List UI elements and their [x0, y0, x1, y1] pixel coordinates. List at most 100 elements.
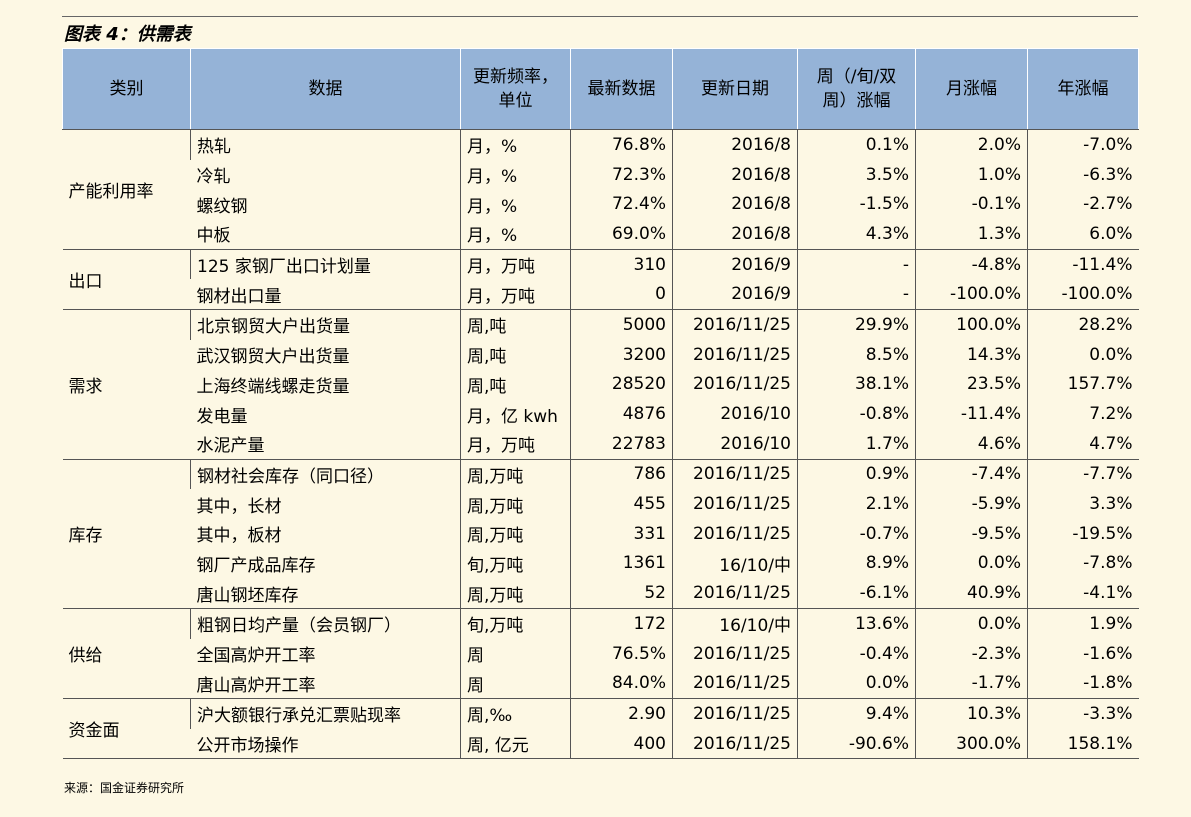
unit-cell: 周,‰	[460, 698, 571, 729]
header-cell: 更新频率， 单位	[460, 48, 571, 130]
table-row: 产能利用率 热轧 月，% 76.8% 2016/8 0.1% 2.0% -7.0%	[62, 128, 1139, 250]
value-cell: 0	[570, 279, 673, 311]
value-cell: 3.5%	[797, 159, 916, 190]
value-cell: 10.3%	[915, 698, 1028, 729]
item-cell: 唐山高炉开工率	[190, 668, 461, 700]
value-cell: 172	[570, 607, 673, 639]
value-cell: 2016/10	[672, 428, 798, 460]
value-cell: 4.6%	[915, 428, 1028, 460]
item-cell: 螺纹钢	[196, 196, 248, 217]
header-cell: 周（/旬/双 周）涨幅	[797, 48, 916, 130]
item-cell: 武汉钢贸大户出货量	[196, 347, 350, 368]
table-row: 库存 钢材社会库存（同口径） 周,万吨 786 2016/11/25 0.9% -7.4% -…	[62, 458, 1139, 610]
table-row: 水泥产量 月，万吨 22783 2016/10 1.7% 4.6% 4.7%	[63, 428, 1139, 460]
item-cell: 北京钢贸大户出货量	[190, 309, 461, 340]
item-cell: 其中，长材	[196, 496, 282, 517]
value-cell: 1361	[570, 548, 673, 579]
value-cell: 2016/10	[672, 399, 798, 429]
value-cell: 1.3%	[915, 219, 1028, 250]
value-cell: -11.4%	[1027, 248, 1139, 280]
header-row: 类别 数据 更新频率， 单位 最新数据 更新日期 周（/旬/双 周）涨幅 月涨幅 年涨幅	[62, 48, 1139, 130]
unit-cell: 周,吨	[460, 369, 571, 400]
value-cell: 2.1%	[797, 489, 916, 519]
value-cell: 16/10/中	[672, 548, 798, 579]
value-cell: -11.4%	[915, 399, 1028, 429]
group-label: 出口	[62, 248, 191, 311]
rule	[62, 16, 1138, 17]
value-cell: -2.3%	[915, 638, 1028, 669]
value-cell: 157.7%	[1027, 369, 1139, 400]
value-cell: -0.8%	[797, 399, 916, 429]
value-cell: 13.6%	[797, 607, 916, 639]
group-label: 需求	[62, 309, 191, 460]
value-cell: 22783	[570, 428, 673, 460]
value-cell: 1.9%	[1027, 607, 1139, 639]
unit-cell: 周, 亿元	[460, 728, 571, 760]
header-cell: 最新数据	[570, 48, 673, 130]
value-cell: 16/10/中	[672, 607, 798, 639]
value-cell: -4.8%	[915, 248, 1028, 280]
table-row: 武汉钢贸大户出货量 周,吨 3200 2016/11/25 8.5% 14.3% 0.0%	[63, 339, 1139, 370]
value-cell: -7.4%	[915, 458, 1028, 490]
value-cell: 300.0%	[915, 728, 1028, 760]
value-cell: -1.7%	[915, 668, 1028, 700]
table-row: 供给 粗钢日均产量（会员钢厂） 旬,万吨 172 16/10/中 13.6% 0.0% 1.9…	[62, 607, 1139, 700]
value-cell: -	[797, 279, 916, 311]
value-cell: -5.9%	[915, 489, 1028, 519]
value-cell: 69.0%	[570, 219, 673, 250]
value-cell: 2016/11/25	[672, 458, 798, 490]
value-cell: -7.0%	[1027, 128, 1139, 160]
value-cell: 2016/11/25	[672, 698, 798, 729]
unit-cell: 旬,万吨	[460, 607, 571, 639]
value-cell: -100.0%	[915, 279, 1028, 311]
unit-cell: 周	[460, 668, 571, 700]
table-row: 唐山高炉开工率周 84.0% 2016/11/25 0.0% -1.7% -1.8%	[63, 668, 1139, 700]
title: 图表 4：供需表	[64, 24, 191, 45]
table-row: 出口 125 家钢厂出口计划量 月，万吨 310 2016/9- -4.8% -11.4%	[62, 248, 1139, 311]
item-cell: 上海终端线螺走货量	[196, 376, 350, 397]
group-label: 供给	[62, 607, 191, 700]
unit-cell: 月，%	[460, 128, 571, 160]
value-cell: -6.3%	[1027, 159, 1139, 190]
value-cell: -0.1%	[915, 189, 1028, 220]
value-cell: 2016/8	[672, 159, 798, 190]
value-cell: 2016/11/25	[672, 578, 798, 610]
item-cell: 钢材出口量	[190, 279, 461, 311]
value-cell: 2016/9	[672, 248, 798, 280]
value-cell: 2016/11/25	[672, 309, 798, 340]
header-cell: 更新日期	[672, 48, 798, 130]
table-row: 中板 月，% 69.0% 2016/8 4.3% 1.3% 6.0%	[63, 219, 1139, 250]
value-cell: 3.3%	[1027, 489, 1139, 519]
item-cell: 其中，板材	[196, 526, 282, 547]
value-cell: -90.6%	[797, 728, 916, 760]
item-cell: 粗钢日均产量（会员钢厂）	[190, 607, 461, 639]
value-cell: 6.0%	[1027, 219, 1139, 250]
value-cell: 400	[570, 728, 673, 760]
value-cell: 2016/11/25	[672, 668, 798, 700]
value-cell: 0.9%	[797, 458, 916, 490]
value-cell: 72.3%	[570, 159, 673, 190]
table-row: 唐山钢坯库存 周,万吨 52 2016/11/25 -6.1% 40.9% -4.1%	[63, 578, 1139, 610]
unit-cell: 月，%	[460, 219, 571, 250]
value-cell: 4.7%	[1027, 428, 1139, 460]
header-cell: 年涨幅	[1027, 48, 1139, 130]
value-cell: 0.0%	[915, 607, 1028, 639]
value-cell: -19.5%	[1027, 518, 1139, 549]
table-row: 冷轧 月，% 72.3% 2016/8 3.5% 1.0% -6.3%	[63, 159, 1139, 190]
value-cell: -6.1%	[797, 578, 916, 610]
value-cell: 2016/11/25	[672, 728, 798, 760]
value-cell: 40.9%	[915, 578, 1028, 610]
value-cell: 0.1%	[797, 128, 916, 160]
value-cell: -9.5%	[915, 518, 1028, 549]
value-cell: 455	[570, 489, 673, 519]
table-row: 其中，长材 周,万吨 455 2016/11/25 2.1% -5.9% 3.3%	[63, 489, 1139, 519]
unit-cell: 月，%	[460, 189, 571, 220]
value-cell: 28.2%	[1027, 309, 1139, 340]
value-cell: 2016/11/25	[672, 489, 798, 519]
table-row: 钢厂产成品库存 旬,万吨 1361 16/10/中 8.9% 0.0% -7.8%	[63, 548, 1139, 579]
table-row: 全国高炉开工率 周 76.5% 2016/11/25 -0.4% -2.3% -1.6%	[63, 638, 1139, 669]
item-cell: 唐山钢坯库存	[190, 578, 461, 610]
value-cell: -0.7%	[797, 518, 916, 549]
unit-cell: 周,吨	[460, 309, 571, 340]
value-cell: -7.7%	[1027, 458, 1139, 490]
